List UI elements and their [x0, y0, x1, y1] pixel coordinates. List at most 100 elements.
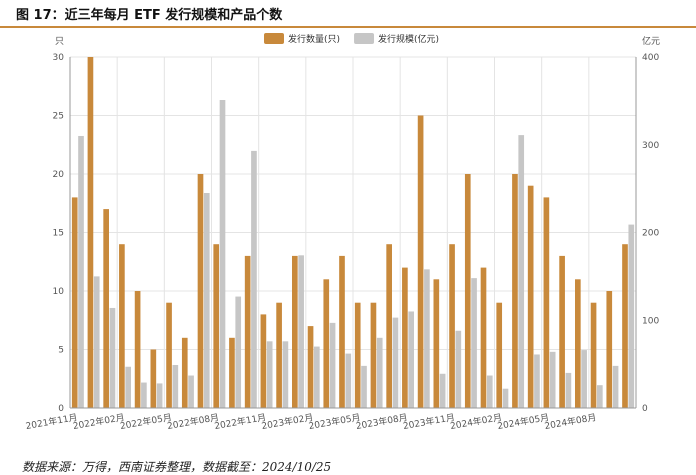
bar-issue-count — [291, 255, 298, 408]
figure-title: 图 17：近三年每月 ETF 发行规模和产品个数 — [16, 8, 283, 23]
x-tick-label: 2023年08月 — [355, 411, 409, 432]
x-tick-label: 2024年02月 — [449, 411, 503, 432]
bar-issue-scale — [141, 382, 147, 408]
legend-swatch — [354, 33, 375, 44]
bar-issue-scale — [282, 341, 289, 408]
bar-issue-scale — [455, 330, 462, 408]
bar-issue-scale — [125, 366, 132, 408]
bar-issue-count — [386, 244, 392, 408]
x-tick-label: 2024年08月 — [544, 411, 598, 432]
bar-issue-count — [480, 267, 487, 408]
bar-issue-count — [166, 302, 172, 408]
y-left-tick-label: 15 — [53, 229, 64, 239]
bar-issue-count — [417, 115, 424, 408]
bar-issue-count — [134, 291, 141, 408]
bar-issue-count — [119, 244, 125, 408]
bar-issue-scale — [172, 365, 179, 408]
legend-swatch — [264, 33, 284, 44]
bar-issue-count — [496, 302, 503, 408]
bar-issue-scale — [565, 372, 572, 408]
y-left-tick-label: 20 — [53, 170, 65, 180]
bar-issue-count — [574, 279, 581, 408]
bar-issue-scale — [597, 385, 603, 408]
bar-issue-scale — [219, 99, 226, 408]
y-left-tick-label: 0 — [58, 404, 64, 414]
x-tick-label: 2022年08月 — [166, 411, 220, 432]
bar-issue-count — [276, 302, 282, 408]
bar-issue-scale — [203, 193, 210, 408]
y-left-tick-label: 5 — [58, 346, 64, 356]
y-right-tick-label: 200 — [642, 229, 659, 239]
bar-issue-scale — [408, 311, 415, 408]
bar-issue-scale — [109, 307, 116, 408]
y-right-tick-label: 100 — [642, 316, 659, 326]
bar-issue-scale — [314, 346, 320, 408]
bar-issue-scale — [486, 375, 493, 408]
x-tick-label: 2022年02月 — [72, 411, 126, 432]
bar-issue-count — [370, 302, 377, 408]
bar-issue-scale — [93, 276, 100, 408]
bar-issue-count — [307, 326, 314, 408]
x-tick-label: 2023年02月 — [261, 411, 315, 432]
bar-issue-count — [543, 197, 550, 408]
x-tick-label: 2024年05月 — [496, 411, 550, 432]
y-left-tick-label: 25 — [53, 112, 64, 122]
y-right-tick-label: 300 — [642, 141, 659, 151]
bar-issue-count — [87, 57, 94, 408]
bar-issue-scale — [628, 224, 635, 408]
bar-issue-scale — [376, 337, 383, 408]
bar-issue-scale — [298, 255, 304, 408]
bar-issue-count — [433, 279, 440, 408]
bar-issue-count — [181, 337, 188, 408]
y-left-tick-label: 30 — [53, 53, 65, 63]
bar-issue-count — [323, 279, 330, 408]
bar-issue-scale — [361, 365, 367, 408]
bar-issue-scale — [534, 354, 540, 408]
bar-issue-scale — [235, 296, 242, 408]
bar-issue-count — [103, 209, 109, 408]
bar-issue-scale — [549, 351, 556, 408]
legend-label: 发行规模(亿元) — [378, 33, 439, 45]
bar-issue-scale — [581, 350, 587, 408]
legend: 发行数量(只) 发行规模(亿元) — [264, 33, 439, 45]
bar-issue-count — [150, 349, 157, 408]
bar-issue-scale — [612, 365, 619, 408]
bar-issue-scale — [156, 383, 163, 408]
bar-issue-count — [244, 255, 251, 408]
bar-issue-scale — [345, 353, 352, 408]
bar-issue-scale — [424, 269, 430, 408]
bar-issue-scale — [392, 317, 399, 408]
source-note: 数据来源：万得，西南证券整理，数据截至：2024/10/25 — [22, 460, 332, 474]
bar-issue-count — [71, 197, 78, 408]
legend-label: 发行数量(只) — [288, 33, 340, 45]
bar-issue-count — [527, 185, 534, 408]
bar-issue-scale — [78, 135, 84, 408]
y-right-tick-label: 0 — [642, 404, 648, 414]
bar-issue-count — [606, 291, 613, 408]
bar-issue-count — [402, 267, 408, 408]
bar-issue-count — [197, 174, 204, 408]
y-left-unit: 只 — [55, 37, 64, 47]
x-tick-label: 2023年05月 — [308, 411, 362, 432]
bar-issue-count — [559, 255, 565, 408]
bar-issue-scale — [266, 341, 273, 408]
bar-issue-scale — [251, 150, 257, 408]
bar-issue-count — [229, 337, 235, 408]
bar-issue-count — [260, 314, 267, 408]
bar-issue-scale — [518, 135, 525, 408]
bar-issue-scale — [329, 322, 336, 408]
bar-issue-count — [464, 174, 471, 408]
bar-issue-count — [590, 302, 597, 408]
bar-issue-count — [449, 244, 455, 408]
title-bar: 图 17：近三年每月 ETF 发行规模和产品个数 — [0, 0, 696, 28]
x-tick-label: 2022年11月 — [213, 411, 267, 432]
bar-issue-scale — [502, 388, 509, 408]
x-tick-label: 2021年11月 — [25, 411, 79, 432]
bar-issue-scale — [471, 278, 477, 408]
bar-issue-count — [622, 244, 628, 408]
x-tick-label: 2023年11月 — [402, 411, 456, 432]
bar-issue-count — [354, 302, 361, 408]
y-right-unit: 亿元 — [642, 35, 660, 47]
bar-issue-count — [213, 244, 220, 408]
